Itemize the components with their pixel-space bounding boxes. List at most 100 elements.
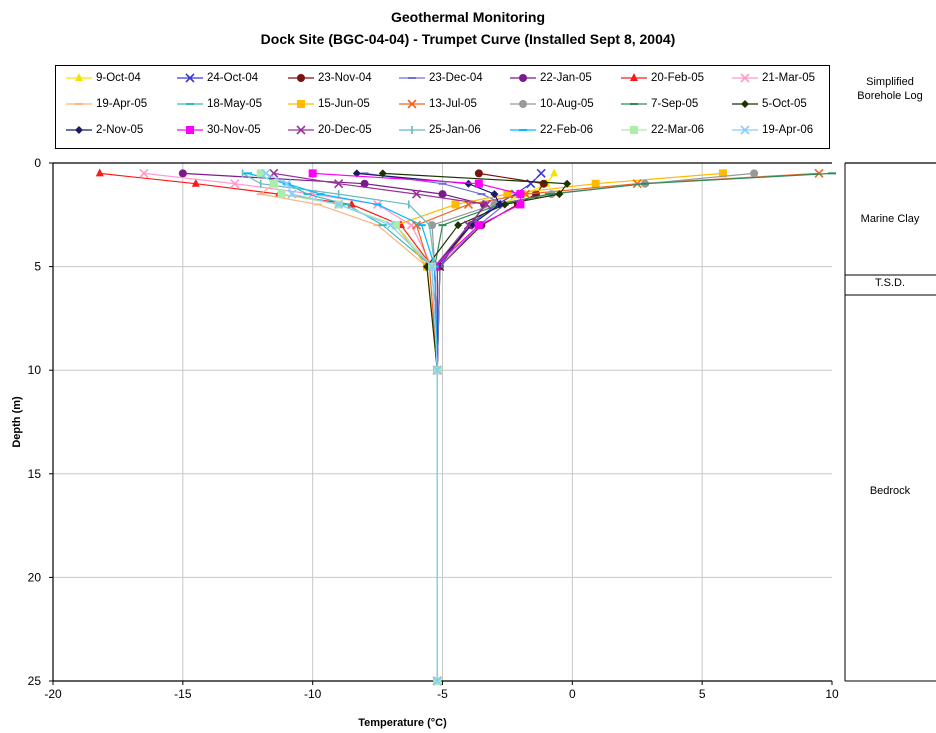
series-7-Sep-05 [430,172,836,682]
y-tick-label: 20 [28,570,42,584]
series-10-Aug-05 [428,169,759,685]
data-point [718,169,727,178]
data-point [360,179,369,188]
legend-marker [741,100,749,108]
data-point [536,168,546,178]
data-point [230,179,240,189]
legend-marker [740,125,750,135]
legend-swatch [732,125,758,135]
legend-label: 22-Feb-06 [540,124,594,136]
y-tick-label: 25 [28,674,42,688]
data-point [95,168,104,177]
legend-label: 22-Jan-05 [540,72,592,84]
data-point [261,168,271,178]
series-line [431,172,755,681]
series-21-Mar-05 [139,168,442,686]
data-point [516,190,525,199]
legend-marker [296,125,306,135]
data-point [334,199,344,210]
legend-swatch [510,74,536,82]
data-point [334,179,344,189]
legend-marker [519,100,527,108]
legend-marker [519,74,527,82]
series-20-Feb-05 [95,168,442,684]
legend-label: 20-Feb-05 [651,72,705,84]
x-tick-label: -5 [437,687,448,701]
x-tick-label: -10 [304,687,322,701]
legend-swatch [621,73,647,81]
data-point [178,169,187,178]
legend-swatch [399,77,425,79]
data-point [474,221,483,230]
y-tick-label: 15 [28,467,42,481]
series-13-Jul-05 [411,168,824,686]
series-line [143,172,438,681]
data-point [432,365,442,375]
data-point [432,676,442,686]
series-23-Dec-04 [360,172,509,682]
legend-label: 24-Oct-04 [207,72,259,84]
legend-swatch [66,73,92,81]
legend-label: 19-Apr-06 [762,124,814,136]
legend-swatch [621,103,647,105]
data-point [139,168,149,178]
data-point [391,221,400,230]
data-point [490,190,499,199]
legend-swatch [621,126,647,134]
legend-label: 20-Dec-05 [318,124,372,136]
legend-label: 15-Jun-05 [318,98,370,110]
legend-swatch [510,100,536,108]
x-tick-label: 0 [569,687,576,701]
legend-marker [75,126,83,134]
data-point [516,200,525,209]
data-point [495,200,504,209]
legend-swatch [177,103,203,105]
series-line [356,172,501,681]
y-tick-label: 0 [34,156,41,170]
legend-swatch [288,125,314,135]
series-line [182,172,485,681]
y-tick-label: 10 [28,363,42,377]
legend-marker [185,73,195,83]
data-point [451,200,460,209]
data-point [277,190,286,199]
data-point [555,190,564,199]
legend-label: 23-Dec-04 [429,72,483,84]
data-point [287,189,297,199]
chart-legend: 9-Oct-04 24-Oct-04 23-Nov-04 23-Dec-04 22-Ja… [55,65,830,149]
legend-marker [630,73,638,81]
legend-swatch [399,99,425,109]
legend-label: 18-May-05 [207,98,262,110]
series-20-Dec-05 [269,168,492,686]
legend-label: 13-Jul-05 [429,98,477,110]
data-point [386,220,396,230]
legend-swatch [399,126,425,134]
data-point [550,168,559,177]
legend-swatch [177,126,203,134]
legend-label: 5-Oct-05 [762,98,807,110]
data-point [563,179,572,188]
data-point [463,220,474,230]
legend-label: 10-Aug-05 [540,98,594,110]
data-point [750,169,759,178]
series-18-May-05 [243,172,442,682]
series-line [259,172,438,681]
data-point [438,190,447,199]
data-point [539,179,548,188]
series-line [364,172,506,681]
legend-label: 30-Nov-05 [207,124,261,136]
chart-subtitle: Dock Site (BGC-04-04) - Trumpet Curve (I… [260,31,676,47]
data-point [591,179,600,188]
series-line [247,172,438,681]
series-line [434,172,833,681]
legend-marker [186,126,194,134]
data-point [474,169,483,178]
legend-swatch [177,73,203,83]
data-point [503,190,512,199]
data-point [352,169,361,178]
series-line [273,172,488,681]
data-point [411,189,422,199]
series-line [242,172,438,681]
data-point [411,220,422,230]
